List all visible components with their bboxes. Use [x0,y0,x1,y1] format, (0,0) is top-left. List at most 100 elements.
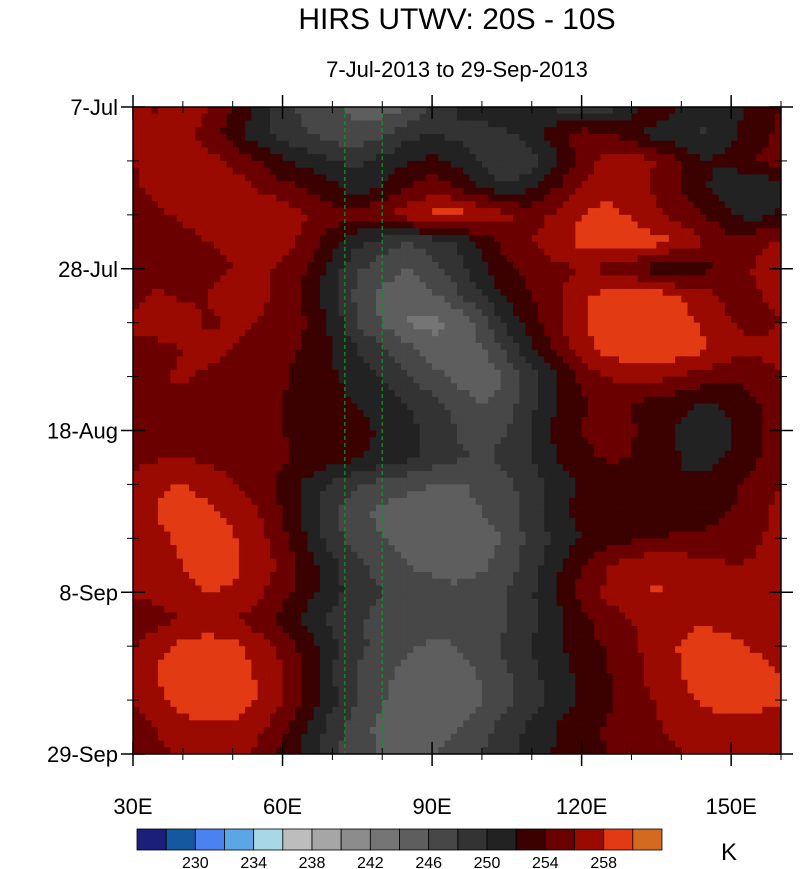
field-cell [245,113,252,122]
field-cell [195,174,203,182]
field-cell [488,369,495,378]
field-cell [388,275,396,283]
field-cell [351,194,358,202]
field-cell [562,302,570,310]
field-cell [145,107,153,115]
field-cell [525,174,533,182]
field-cell [288,302,296,310]
field-cell [544,282,552,290]
field-cell [164,214,171,223]
field-cell [693,329,701,337]
field-cell [407,160,414,169]
field-cell [619,369,626,378]
field-cell [176,309,184,317]
field-cell [313,113,321,122]
field-cell [612,349,620,357]
field-cell [737,369,745,378]
field-cell [488,208,495,216]
field-cell [170,154,178,162]
field-cell [307,403,315,411]
field-cell [562,390,570,398]
field-cell [444,167,452,175]
field-cell [363,315,371,324]
field-cell [550,235,558,243]
field-cell [575,349,583,357]
field-cell [587,376,595,384]
field-cell [594,268,601,277]
field-cell [675,315,682,324]
field-cell [432,147,439,155]
field-cell [668,167,676,175]
field-cell [706,349,714,357]
field-cell [251,160,259,169]
field-cell [189,342,196,351]
field-cell [631,181,639,189]
field-cell [463,315,471,324]
field-cell [625,241,633,250]
field-cell [313,262,321,270]
field-cell [220,349,228,357]
field-cell [681,423,689,432]
field-cell [295,363,302,371]
field-cell [263,268,271,277]
field-cell [675,201,682,209]
field-cell [612,147,620,155]
field-cell [133,302,140,310]
field-cell [724,127,732,135]
field-cell [594,154,601,162]
field-cell [681,396,689,405]
field-cell [282,423,290,432]
field-cell [207,390,215,398]
field-cell [718,174,726,182]
field-cell [220,295,228,304]
field-cell [170,275,178,283]
field-cell [581,268,589,277]
field-cell [643,410,651,418]
field-cell [145,147,153,155]
field-cell [263,181,271,189]
field-cell [687,410,695,418]
field-cell [351,255,358,263]
field-cell [606,383,614,391]
field-cell [388,113,396,122]
field-cell [556,133,564,142]
field-cell [531,349,539,357]
field-cell [643,107,651,115]
field-cell [444,160,452,169]
field-cell [550,133,558,142]
field-cell [450,423,458,432]
field-cell [569,309,576,317]
field-cell [737,181,745,189]
field-cell [737,127,745,135]
field-cell [538,410,545,418]
field-cell [706,309,714,317]
field-cell [413,154,421,162]
field-cell [662,167,670,175]
field-cell [556,396,564,405]
field-cell [226,275,234,283]
field-cell [475,376,483,384]
field-cell [513,396,520,405]
field-cell [388,349,396,357]
field-cell [606,147,614,155]
field-cell [245,349,252,357]
field-cell [488,376,495,384]
field-cell [463,201,471,209]
field-cell [139,315,147,324]
field-cell [675,241,682,250]
field-cell [457,376,464,384]
field-cell [201,133,209,142]
field-cell [245,107,252,115]
field-cell [232,403,240,411]
field-cell [587,390,595,398]
field-cell [363,127,371,135]
field-cell [369,127,377,135]
field-cell [463,329,471,337]
field-cell [238,235,246,243]
field-cell [133,268,140,277]
field-cell [214,288,221,297]
field-cell [525,376,533,384]
field-cell [513,295,520,304]
field-cell [587,396,595,405]
field-cell [650,174,657,182]
